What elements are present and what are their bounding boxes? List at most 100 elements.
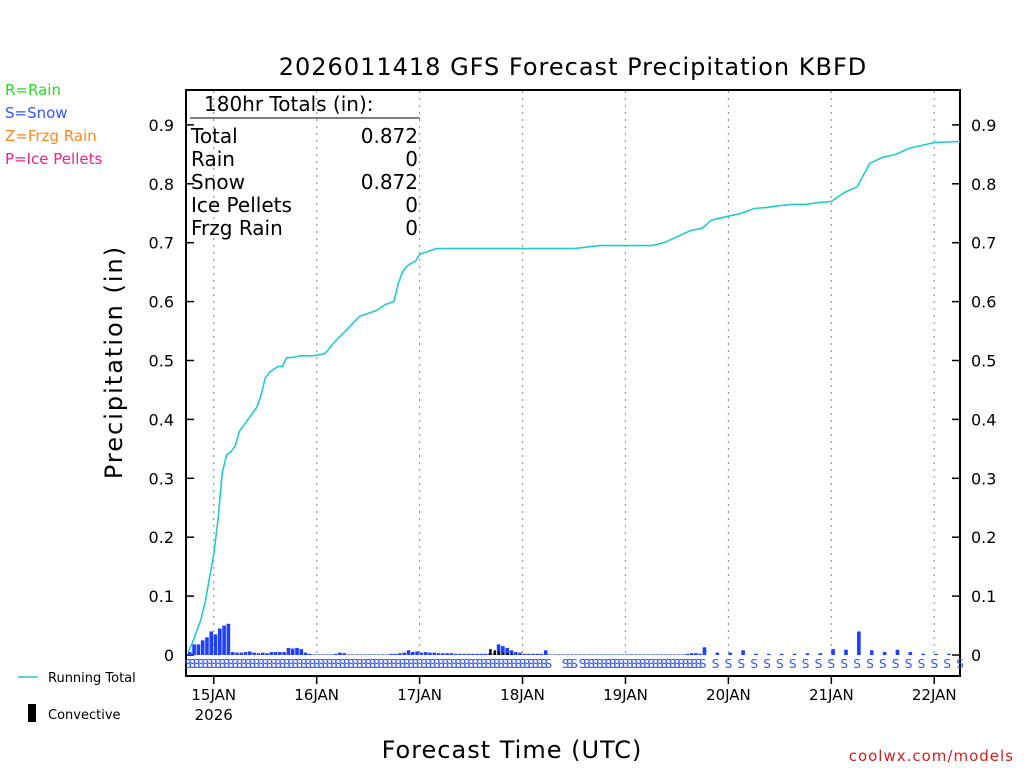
snow-marker: S [643, 657, 651, 671]
snow-bar [278, 652, 282, 655]
totals-row-label: Snow [191, 170, 245, 194]
snow-marker: S [519, 657, 527, 671]
x-tick-year: 2026 [195, 706, 233, 724]
snow-bar [320, 654, 325, 655]
ptype-markers: SSSSSSSSSSSSSSSSSSSSSSSSSSSSSSSSSSSSSSSS… [184, 657, 964, 671]
snow-marker: S [510, 657, 518, 671]
snow-bar [501, 646, 505, 655]
snow-marker: S [218, 657, 226, 671]
snow-bar [578, 654, 582, 655]
snow-marker: S [236, 657, 244, 671]
snow-marker: S [866, 657, 874, 671]
legend-rain: R=Rain [5, 81, 61, 99]
snow-bar [561, 654, 565, 655]
x-tick-label: 21JAN [809, 686, 854, 704]
snow-bar [646, 654, 651, 655]
snow-marker: S [240, 657, 248, 671]
snow-marker: S [892, 657, 900, 671]
snow-bar [346, 654, 351, 655]
snow-bar [475, 653, 479, 655]
snow-bar [372, 654, 377, 655]
snow-marker: S [660, 657, 668, 671]
snow-marker: S [484, 657, 492, 671]
snow-marker: S [656, 657, 664, 671]
snow-bar [779, 653, 784, 655]
snow-marker: S [579, 657, 587, 671]
snow-marker: S [652, 657, 660, 671]
snow-bar [290, 648, 295, 655]
snow-bar [672, 654, 677, 655]
snow-marker: S [377, 657, 385, 671]
snow-bar [754, 653, 758, 655]
snow-bar [831, 649, 835, 655]
snow-marker: S [523, 657, 531, 671]
running-total-line [187, 140, 961, 653]
snow-marker: S [437, 657, 445, 671]
y-tick-label-left: 0.7 [149, 234, 174, 253]
snow-marker: S [266, 657, 274, 671]
snow-marker: S [339, 657, 347, 671]
snow-marker: S [802, 657, 810, 671]
precip-bars [188, 623, 951, 655]
totals-row-label: Total [190, 124, 238, 148]
snow-bar [449, 653, 454, 655]
snow-bar [543, 650, 548, 655]
snow-bar [230, 652, 235, 655]
snow-marker: S [210, 657, 218, 671]
snow-marker: S [480, 657, 488, 671]
snow-bar [676, 654, 681, 655]
snow-marker: S [309, 657, 317, 671]
snow-bar [651, 654, 655, 655]
snow-marker: S [317, 657, 325, 671]
snow-marker: S [815, 657, 823, 671]
snow-bar [668, 654, 672, 655]
y-tick-label-right: 0.1 [971, 587, 996, 606]
snow-marker: S [429, 657, 437, 671]
snow-bar [312, 654, 316, 655]
x-tick-label: 17JAN [397, 686, 442, 704]
snow-marker: S [334, 657, 342, 671]
snow-marker: S [433, 657, 441, 671]
snow-bar [638, 654, 642, 655]
snow-bar [599, 654, 604, 655]
snow-bar [419, 652, 424, 655]
snow-bar [226, 623, 231, 655]
snow-marker: S [244, 657, 252, 671]
y-tick-label-left: 0.9 [149, 116, 174, 135]
totals-row-value: 0.872 [361, 170, 418, 194]
y-tick-label-left: 0 [164, 646, 174, 665]
chart-title: 2026011418 GFS Forecast Precipitation KB… [279, 53, 867, 81]
snow-marker: S [532, 657, 540, 671]
snow-bar [698, 653, 702, 655]
running-total-legend: Running Total [48, 671, 136, 686]
snow-bar [569, 654, 574, 655]
snow-bar [269, 652, 274, 655]
snow-bar [741, 650, 745, 655]
snow-marker: S [476, 657, 484, 671]
snow-bar [595, 654, 600, 655]
y-tick-label-right: 0.2 [971, 528, 996, 547]
snow-bar [908, 652, 913, 655]
snow-marker: S [506, 657, 514, 671]
x-tick-label: 15JAN [191, 686, 236, 704]
snow-marker: S [776, 657, 784, 671]
snow-bar [608, 654, 612, 655]
snow-bar [565, 654, 570, 655]
snow-marker: S [635, 657, 643, 671]
snow-bar [381, 654, 385, 655]
y-tick-label-right: 0.9 [971, 116, 996, 135]
snow-bar [664, 654, 668, 655]
totals-row-label: Rain [191, 147, 235, 171]
snow-bar [681, 654, 685, 655]
snow-marker: S [450, 657, 458, 671]
y-tick-label-left: 0.6 [149, 293, 174, 312]
snow-marker: S [356, 657, 364, 671]
snow-bar [694, 653, 698, 655]
snow-bar [222, 625, 226, 655]
snow-bar [342, 653, 346, 655]
snow-marker: S [442, 657, 450, 671]
snow-bar [479, 653, 484, 655]
snow-marker: S [596, 657, 604, 671]
snow-bar [205, 637, 209, 655]
